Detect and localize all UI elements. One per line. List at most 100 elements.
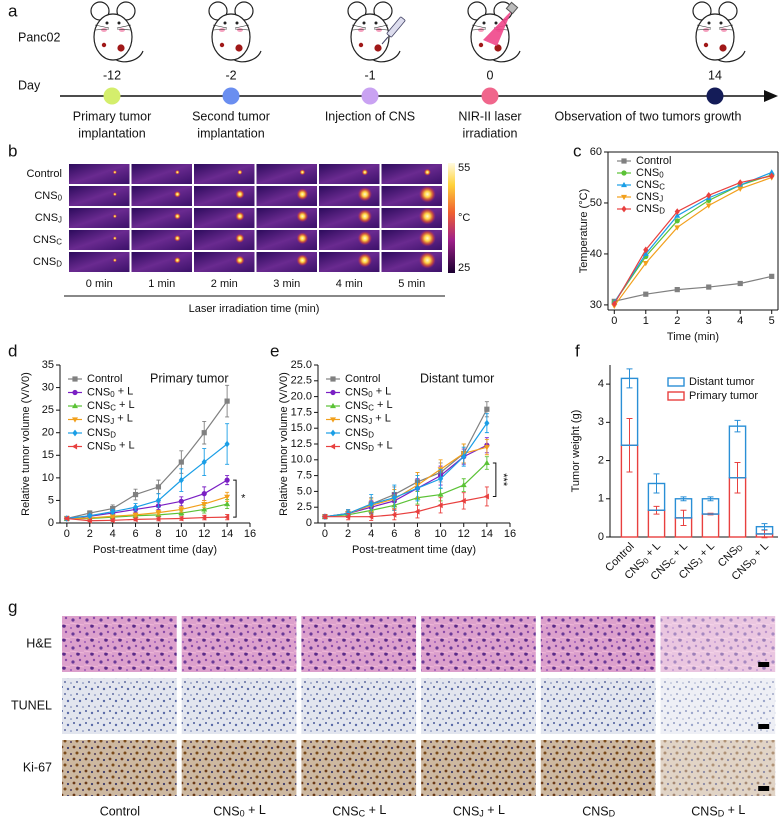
data-point (86, 517, 92, 524)
histology-image (540, 678, 656, 734)
data-point (483, 493, 489, 500)
event-label: Observation of two tumors growth (555, 109, 742, 123)
data-point (110, 508, 116, 516)
legend-marker (621, 205, 627, 213)
laser-icon (483, 1, 519, 46)
hot-spot (235, 189, 245, 199)
data-point (87, 512, 93, 520)
error-bar (734, 419, 741, 433)
hot-spot (418, 185, 436, 203)
y-tick-label: 1 (598, 493, 604, 505)
y-tick-label: 30 (42, 381, 54, 393)
row-label: TUNEL (11, 698, 52, 712)
day-label: -1 (364, 68, 375, 82)
hot-spot (235, 233, 245, 243)
y-axis-label: Temperature (°C) (578, 189, 590, 273)
x-tick-label: 12 (198, 528, 210, 540)
histology-image (181, 678, 297, 734)
legend-label: CNSD + L (87, 439, 135, 452)
thermal-image (255, 251, 318, 273)
legend-label: CNS0 + L (87, 385, 133, 398)
data-point (132, 491, 139, 498)
column-label: 0 min (86, 278, 113, 290)
x-tick-label: 4 (737, 315, 743, 327)
legend-marker (72, 376, 78, 382)
hot-spot (175, 169, 180, 175)
y-axis-label: Relative tumor volume (V/V0) (278, 372, 290, 516)
legend-marker (330, 376, 336, 382)
hot-spot (112, 258, 117, 263)
histology-image (62, 616, 177, 672)
data-point (155, 510, 162, 516)
y-tick-label: 60 (590, 146, 602, 158)
legend-label: CNSC + L (345, 399, 393, 412)
data-point (201, 430, 207, 436)
y-tick-label: 4 (598, 378, 604, 390)
x-tick-label: 4 (368, 528, 374, 540)
panel-letter: a (8, 1, 18, 20)
x-tick-label: 2 (345, 528, 351, 540)
y-tick-label: 15.0 (291, 422, 312, 434)
event-dot (361, 87, 379, 105)
y-tick-label: 17.5 (291, 406, 312, 418)
x-tick-label: 10 (175, 528, 187, 540)
data-point (201, 506, 208, 512)
day-label: -12 (103, 68, 121, 82)
data-point (201, 458, 207, 466)
hot-spot (296, 188, 309, 201)
hot-spot (418, 251, 436, 269)
thermal-axis-label: Laser irradiation time (min) (189, 303, 320, 315)
legend-marker (621, 194, 627, 201)
colorbar (448, 163, 455, 273)
data-point (483, 445, 490, 451)
x-tick-label: 6 (391, 528, 397, 540)
legend-label: CNSJ (636, 191, 663, 204)
hot-spot (112, 170, 117, 175)
data-point (460, 481, 467, 488)
y-tick-label: 5 (48, 494, 54, 506)
column-label: 1 min (148, 278, 175, 290)
legend-label: CNSC (636, 179, 665, 192)
panel-letter: d (8, 341, 17, 360)
x-tick-label: 14 (221, 528, 233, 540)
data-point (737, 280, 743, 287)
histology-image (421, 678, 536, 734)
y-tick-label: 20.0 (291, 391, 312, 403)
thermal-image (255, 185, 318, 207)
thermal-image (193, 251, 256, 273)
data-point (737, 186, 744, 192)
column-label: 5 min (398, 278, 425, 290)
significance-bracket (492, 462, 497, 497)
data-point (224, 477, 230, 483)
data-point (155, 515, 161, 522)
x-tick-label: 3 (706, 315, 712, 327)
mouse-icon (90, 1, 144, 63)
data-point (674, 208, 680, 216)
y-tick-label: 0 (48, 517, 54, 529)
data-point (769, 273, 775, 279)
data-point (201, 491, 207, 497)
event-dot (222, 87, 240, 105)
thermal-image (130, 185, 193, 207)
event-label: Primary tumor (73, 109, 151, 123)
data-point (368, 500, 374, 508)
legend-label: Control (345, 373, 380, 385)
mouse-icon (692, 1, 746, 63)
y-tick-label: 0 (306, 517, 312, 529)
syringe-icon (381, 16, 406, 45)
event-dot (706, 87, 724, 105)
histology-image (660, 740, 776, 796)
data-point (109, 514, 116, 520)
histology-image (421, 740, 536, 796)
histology-image (62, 678, 177, 734)
data-point (414, 484, 421, 492)
legend-marker (330, 389, 336, 396)
data-point (178, 476, 184, 484)
legend-label: Control (636, 155, 671, 167)
data-point (769, 172, 775, 180)
hot-spot (174, 190, 181, 198)
hot-spot (235, 211, 245, 221)
y-tick-label: 2 (598, 454, 604, 466)
data-point (484, 406, 490, 412)
annotation: Distant tumor (420, 371, 494, 385)
